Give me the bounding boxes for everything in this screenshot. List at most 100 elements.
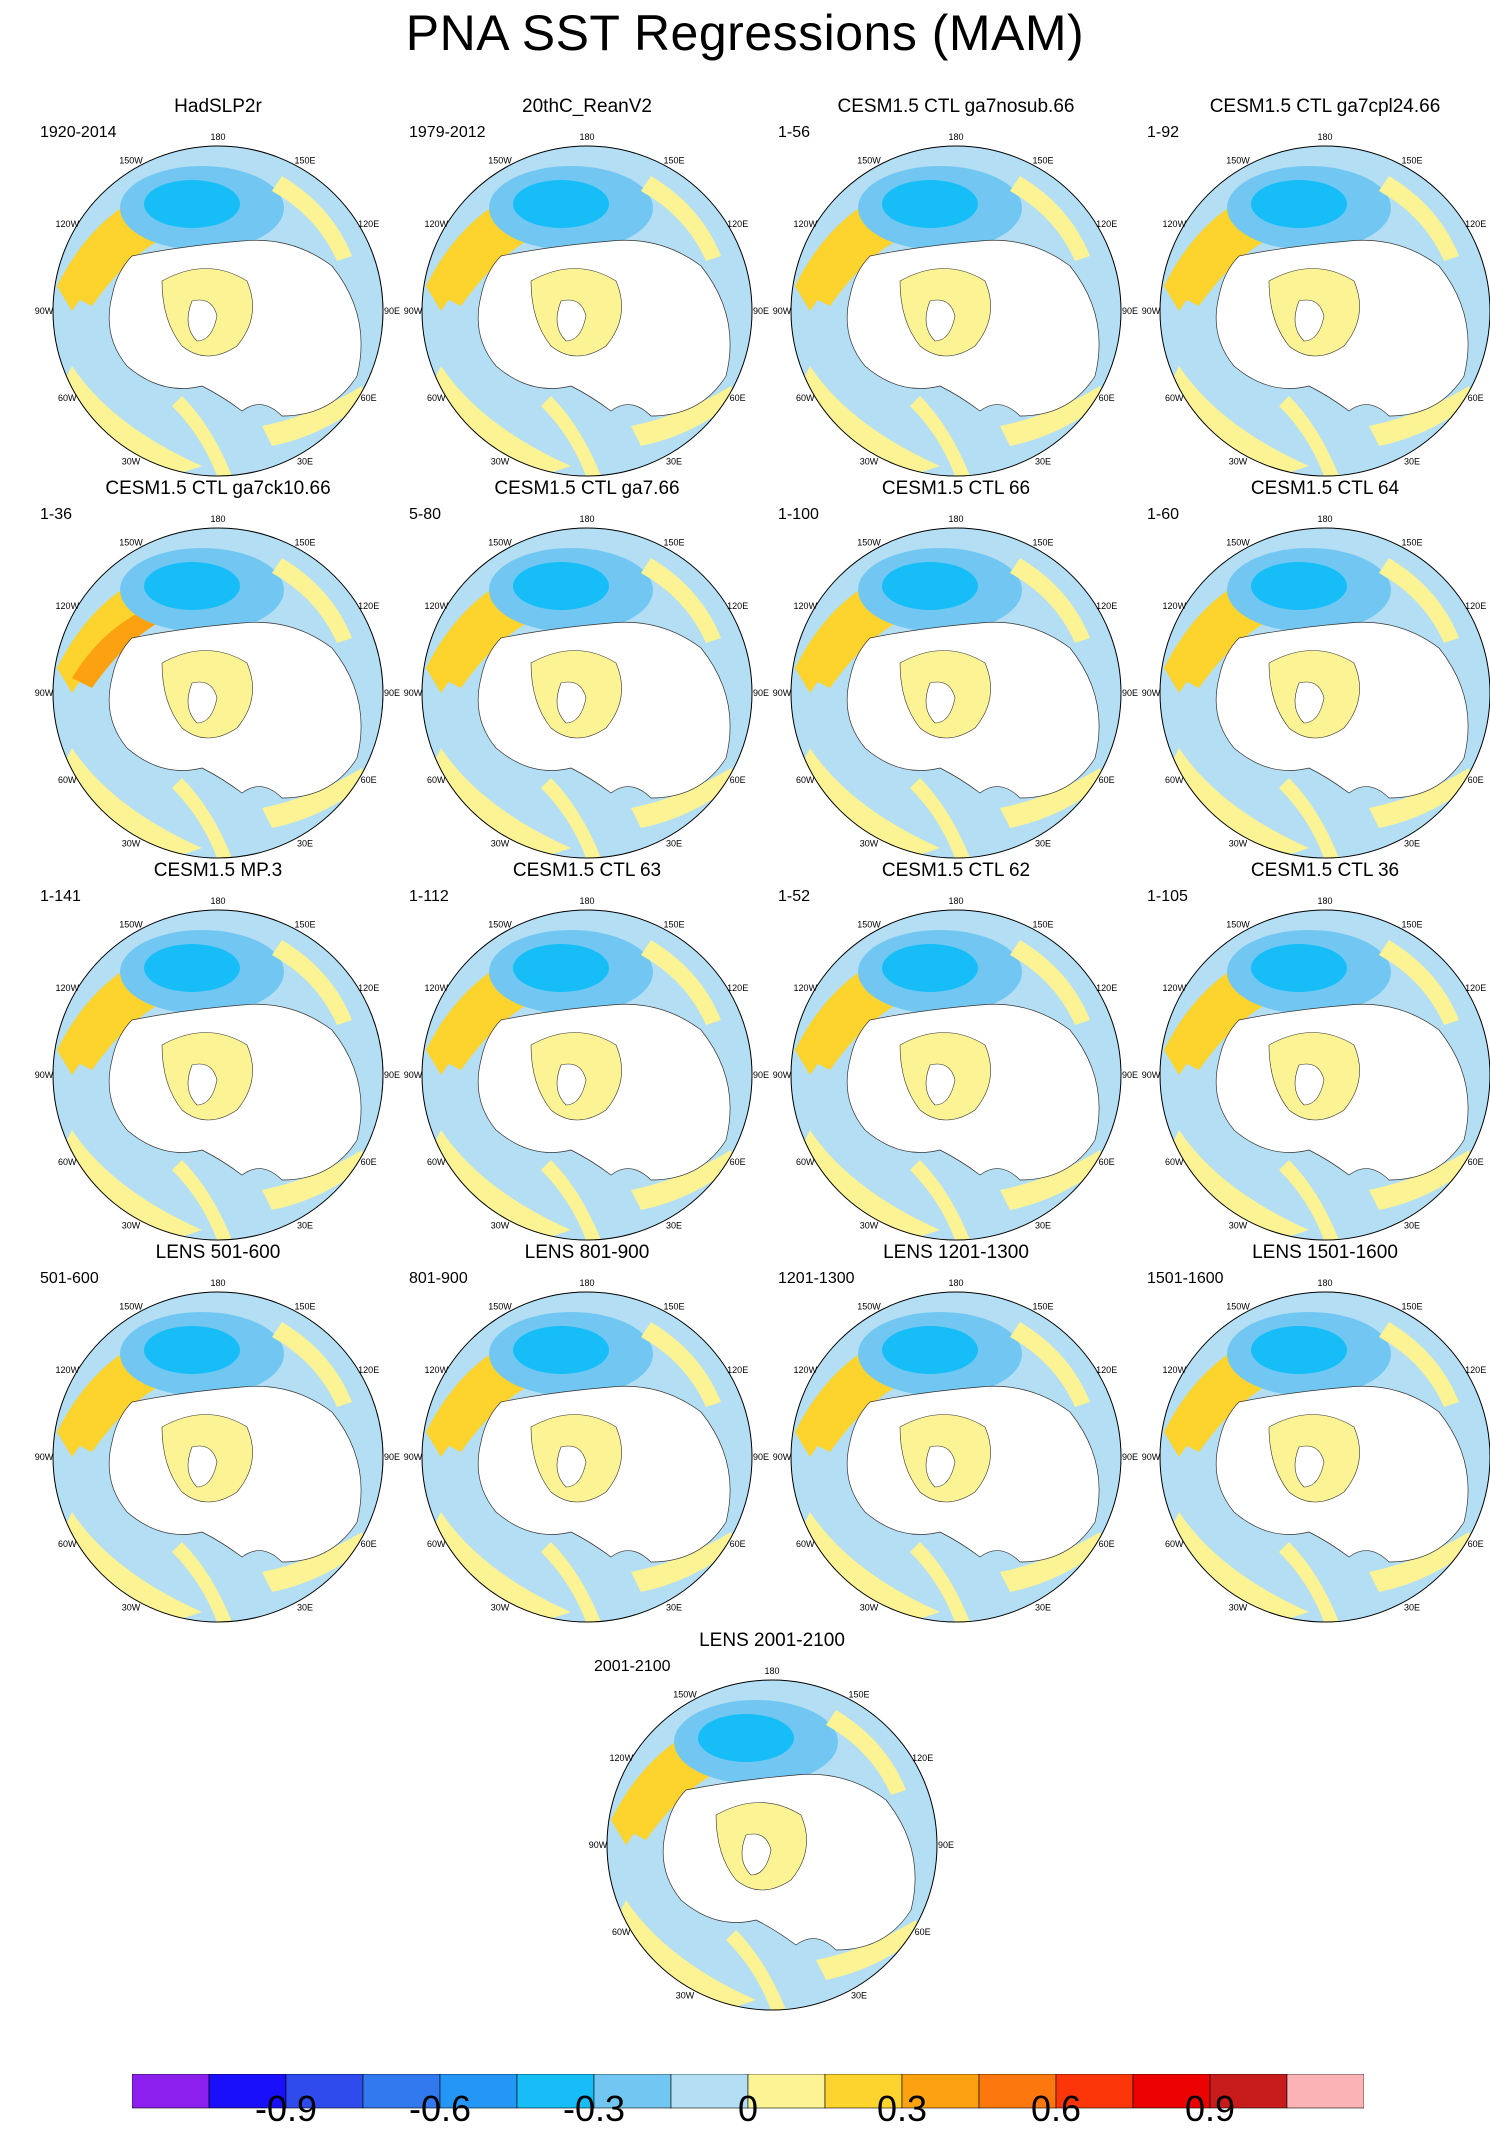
panel-title: LENS 501-600 <box>155 1242 281 1263</box>
panel-period: 1-92 <box>1147 124 1180 141</box>
polar-map: 180150E120E90E60E30E030W60W90W120W150W <box>35 132 400 477</box>
colorbar-swatch <box>593 2074 672 2109</box>
polar-map: 180150E120E90E60E30E030W60W90W120W150W <box>773 896 1138 1241</box>
longitude-label: 90W <box>404 688 423 698</box>
longitude-label: 150W <box>1226 919 1250 929</box>
longitude-label: 90E <box>753 1452 769 1462</box>
longitude-label: 120E <box>358 1365 379 1375</box>
longitude-label: 120E <box>1465 601 1486 611</box>
longitude-label: 30W <box>860 1221 879 1231</box>
longitude-label: 120W <box>1163 983 1187 993</box>
longitude-label: 30W <box>1229 1603 1248 1613</box>
colorbar-swatch <box>1132 2074 1211 2109</box>
longitude-label: 60E <box>361 1539 377 1549</box>
longitude-label: 60E <box>361 1157 377 1167</box>
longitude-label: 150E <box>663 537 684 547</box>
longitude-label: 120W <box>1163 601 1187 611</box>
longitude-label: 90W <box>1142 306 1161 316</box>
longitude-label: 120W <box>794 1365 818 1375</box>
longitude-label: 120E <box>1465 983 1486 993</box>
longitude-label: 150E <box>1032 919 1053 929</box>
colorbar-swatch <box>747 2074 826 2109</box>
longitude-label: 60W <box>612 1927 631 1937</box>
map-panel: 180150E120E90E60E30E030W60W90W120W150WLE… <box>586 1630 958 2012</box>
longitude-label: 180 <box>1317 514 1332 524</box>
longitude-label: 90E <box>753 688 769 698</box>
colorbar-tick-label: -0.9 <box>254 2088 318 2129</box>
polar-map: 180150E120E90E60E30E030W60W90W120W150W <box>1142 514 1490 859</box>
panel-period: 1-60 <box>1147 506 1180 523</box>
panel-period: 1920-2014 <box>40 124 117 141</box>
colorbar-tick-label: -0.6 <box>408 2088 472 2129</box>
longitude-label: 90W <box>1142 688 1161 698</box>
longitude-label: 150E <box>663 1301 684 1311</box>
longitude-label: 30E <box>851 1991 867 2001</box>
polar-map: 180150E120E90E60E30E030W60W90W120W150W <box>1142 1278 1490 1623</box>
longitude-label: 150W <box>1226 537 1250 547</box>
longitude-label: 60E <box>361 393 377 403</box>
longitude-label: 30E <box>666 457 682 467</box>
longitude-label: 150E <box>1401 919 1422 929</box>
panel-period: 1-100 <box>778 506 819 523</box>
panel-title: LENS 2001-2100 <box>699 1630 845 1651</box>
longitude-label: 30E <box>297 457 313 467</box>
map-panel: 180150E120E90E60E30E030W60W90W120W150WCE… <box>1139 478 1490 860</box>
polar-map: 180150E120E90E60E30E030W60W90W120W150W <box>404 514 769 859</box>
panel-title: CESM1.5 CTL 36 <box>1250 860 1400 881</box>
longitude-label: 120E <box>358 601 379 611</box>
map-panel: 180150E120E90E60E30E030W60W90W120W150WCE… <box>770 860 1142 1242</box>
map-panel: 180150E120E90E60E30E030W60W90W120W150WLE… <box>401 1242 773 1624</box>
longitude-label: 180 <box>579 514 594 524</box>
longitude-label: 90W <box>773 1452 792 1462</box>
longitude-label: 150E <box>1401 537 1422 547</box>
longitude-label: 150E <box>294 1301 315 1311</box>
longitude-label: 150W <box>488 919 512 929</box>
colorbar-swatch <box>824 2074 903 2109</box>
colorbar-swatch <box>516 2074 595 2109</box>
map-panel: 180150E120E90E60E30E030W60W90W120W150WHa… <box>32 96 404 478</box>
panel-title: CESM1.5 MP.3 <box>153 860 283 881</box>
longitude-label: 60W <box>58 393 77 403</box>
colorbar-swatch <box>285 2074 364 2109</box>
panel-period: 801-900 <box>409 1270 468 1287</box>
longitude-label: 150W <box>1226 1301 1250 1311</box>
longitude-label: 120W <box>56 601 80 611</box>
longitude-label: 30E <box>1404 1603 1420 1613</box>
colorbar-swatch <box>362 2074 441 2109</box>
panel-title: CESM1.5 CTL 63 <box>512 860 662 881</box>
longitude-label: 30E <box>1035 839 1051 849</box>
longitude-label: 30W <box>122 1603 141 1613</box>
longitude-label: 30E <box>1404 839 1420 849</box>
longitude-label: 30W <box>491 1221 510 1231</box>
longitude-label: 180 <box>579 1278 594 1288</box>
polar-map: 180150E120E90E60E30E030W60W90W120W150W <box>773 1278 1138 1623</box>
longitude-label: 120E <box>1465 1365 1486 1375</box>
longitude-label: 30W <box>676 1991 695 2001</box>
longitude-label: 90E <box>1122 688 1138 698</box>
longitude-label: 60E <box>1099 1539 1115 1549</box>
longitude-label: 150E <box>1032 155 1053 165</box>
longitude-label: 30W <box>491 457 510 467</box>
longitude-label: 30W <box>122 839 141 849</box>
panel-title: HadSLP2r <box>174 96 262 117</box>
longitude-label: 180 <box>948 1278 963 1288</box>
longitude-label: 30W <box>860 839 879 849</box>
colorbar-tick-label: 0.6 <box>1030 2088 1082 2129</box>
longitude-label: 90W <box>773 688 792 698</box>
longitude-label: 30W <box>122 457 141 467</box>
longitude-label: 150E <box>663 919 684 929</box>
longitude-label: 90E <box>938 1840 954 1850</box>
polar-map: 180150E120E90E60E30E030W60W90W120W150W <box>404 132 769 477</box>
longitude-label: 150W <box>1226 155 1250 165</box>
panel-title: CESM1.5 CTL 66 <box>881 478 1031 499</box>
longitude-label: 60E <box>1468 1157 1484 1167</box>
longitude-label: 150E <box>294 155 315 165</box>
longitude-label: 90E <box>1122 1452 1138 1462</box>
panel-period: 2001-2100 <box>594 1658 671 1675</box>
longitude-label: 60E <box>1468 393 1484 403</box>
longitude-label: 150W <box>488 1301 512 1311</box>
longitude-label: 180 <box>1317 896 1332 906</box>
longitude-label: 180 <box>948 896 963 906</box>
longitude-label: 180 <box>948 514 963 524</box>
longitude-label: 30W <box>122 1221 141 1231</box>
